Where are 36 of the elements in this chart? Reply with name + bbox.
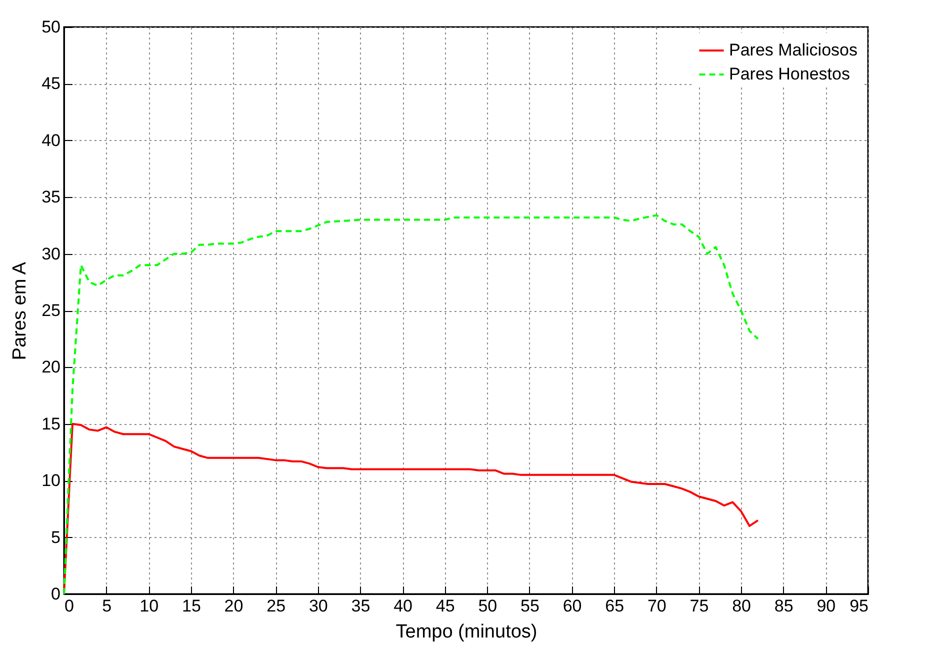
y-tick-label: 20 (42, 358, 60, 377)
x-tick-label: 40 (394, 596, 412, 616)
x-tick-label: 45 (436, 596, 455, 616)
x-tick-label: 10 (140, 596, 159, 616)
x-tick-label: 60 (562, 596, 582, 616)
legend-label: Pares Maliciosos (729, 40, 858, 60)
x-tick-label: 20 (224, 596, 244, 616)
y-tick-label: 30 (42, 244, 60, 264)
y-tick-label: 5 (51, 528, 60, 547)
x-tick-label: 0 (64, 596, 74, 616)
x-tick-label: 50 (478, 596, 498, 616)
x-tick-label: 80 (732, 596, 752, 616)
y-tick-label: 0 (51, 584, 60, 604)
y-tick-label: 40 (42, 130, 60, 150)
y-tick-label: 10 (42, 471, 60, 490)
x-tick-label: 95 (850, 596, 868, 616)
x-tick-label: 90 (816, 596, 836, 616)
legend-label: Pares Honestos (729, 64, 850, 84)
x-tick-label: 30 (308, 596, 328, 616)
x-tick-label: 70 (647, 596, 666, 616)
x-tick-label: 55 (520, 596, 540, 616)
y-axis-title: Pares em A (10, 262, 31, 360)
x-tick-label: 65 (605, 596, 624, 616)
x-axis-title: Tempo (minutos) (396, 622, 538, 642)
x-tick-label: 25 (266, 596, 286, 616)
x-tick-label: 85 (774, 596, 794, 616)
y-tick-label: 25 (42, 301, 60, 320)
x-tick-label: 35 (351, 596, 370, 616)
y-tick-label: 15 (42, 414, 60, 434)
y-tick-label: 35 (42, 188, 60, 207)
y-tick-label: 50 (42, 18, 60, 36)
y-tick-label: 45 (42, 74, 60, 94)
x-tick-label: 15 (182, 596, 201, 616)
x-tick-label: 75 (690, 596, 709, 616)
line-series (63, 214, 759, 595)
x-tick-label: 5 (102, 596, 112, 616)
